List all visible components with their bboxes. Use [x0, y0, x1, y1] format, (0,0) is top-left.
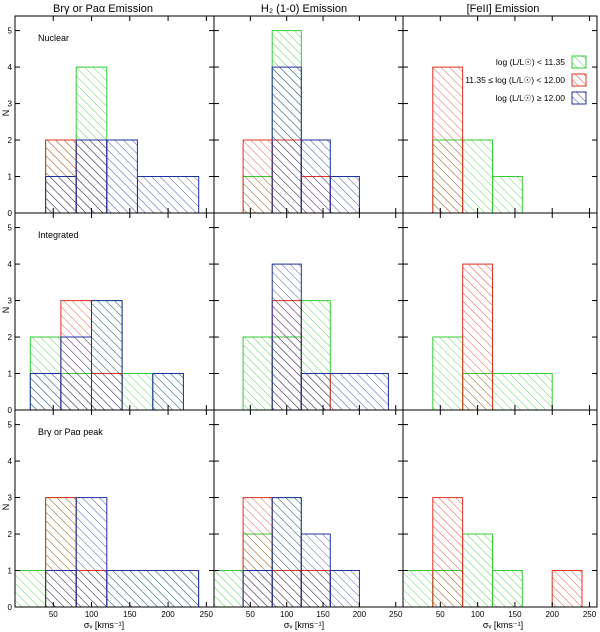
panel-r2-c0-ytick-label-4: 4	[8, 457, 13, 466]
panel-r0-c0-bar-blue-2	[106, 139, 138, 214]
panel-r2-c2-frame	[402, 409, 598, 608]
panel-r2-c1-bar-green-0	[213, 570, 244, 608]
panel-r2-c0-ytick-label-5: 5	[8, 421, 13, 430]
panel-r0-c0-ytick-label-1: 1	[8, 173, 13, 182]
panel-r2-c1-xtick-label-150: 150	[316, 610, 330, 619]
panel-r0-c2	[402, 15, 598, 214]
legend-swatch-red	[571, 73, 587, 87]
panel-r0-c1-bar-blue-1	[300, 139, 331, 214]
panel-r1-c0-ytick-label-2: 2	[8, 333, 13, 342]
panel-r2-c1-bar-blue-1	[271, 497, 302, 608]
panel-r2-c2-xtick-label-200: 200	[546, 610, 560, 619]
legend-label-red: 11.35 ≤ log (L/L☉) < 12.00	[465, 75, 565, 85]
panel-r1-c2-bar-green-0	[432, 336, 464, 411]
panel-r2-c1-bar-blue-0	[242, 570, 273, 608]
panel-r1-c0-bar-blue-3	[152, 373, 184, 411]
panel-r0-c0-ytick-label-4: 4	[8, 63, 13, 72]
panel-r1-c0-ytick-label-5: 5	[8, 224, 13, 233]
panel-r2-c1-bar-blue-3	[329, 570, 360, 608]
legend-label-green: log (L/L☉) < 11.35	[496, 57, 565, 67]
panel-r2-c1-xtick-label-100: 100	[280, 610, 294, 619]
panel-r2-c2-bar-red-0	[432, 497, 464, 608]
panel-r1-c2	[402, 212, 598, 411]
panel-r0-c0-ytick-label-5: 5	[8, 27, 13, 36]
panel-r2-c0-ytick-label-3: 3	[8, 494, 13, 503]
legend-label-blue: log (L/L☉) ≥ 12.00	[496, 93, 566, 103]
legend-swatch-green	[571, 55, 587, 69]
panel-r2-c0-xtick-label-100: 100	[85, 610, 99, 619]
panel-r2-c0-ytick-label-2: 2	[8, 530, 13, 539]
panel-r2-c0-xtick-label-200: 200	[161, 610, 175, 619]
panel-r2-c0-bar-blue-2	[106, 570, 200, 608]
row-label-nuclear: Nuclear	[38, 33, 69, 43]
panel-r1-c0: 0 1 2 3 4 5	[8, 212, 215, 415]
panel-r0-c2-bar-green-1	[462, 139, 494, 214]
panel-r2-c0-ytick-label-0: 0	[8, 603, 13, 612]
panel-r2-c2-bar-green-0	[402, 570, 434, 608]
row-label-peak: Brγ or Paα peak	[38, 427, 103, 437]
panel-r1-c0-bar-green-3	[121, 373, 154, 411]
panel-r2-c0-bar-green-0	[14, 570, 47, 608]
panel-r2-c1-xtick-label-50: 50	[246, 610, 255, 619]
legend: log (L/L☉) < 11.35 11.35 ≤ log (L/L☉) < …	[465, 55, 587, 105]
panel-r1-c0-bar-blue-2	[91, 300, 123, 411]
panel-r1-c0-ytick-label-3: 3	[8, 297, 13, 306]
panel-r0-c0-bar-blue-1	[75, 139, 108, 214]
panel-r2-c0-ytick-label-1: 1	[8, 567, 13, 576]
panel-r1-c0-ytick-label-4: 4	[8, 260, 13, 269]
panel-r0-c1-bar-red-0	[242, 139, 273, 214]
panel-r2-c2-bar-green-3	[492, 570, 523, 608]
panel-r2-c2-xtick-label-150: 150	[508, 610, 522, 619]
panel-r0-c1-bar-blue-0	[271, 66, 302, 214]
y-axis-label-top: N	[1, 110, 11, 117]
panel-r2-c1-xtick-label-250: 250	[389, 610, 403, 619]
panel-r0-c0-ytick-label-2: 2	[8, 136, 13, 145]
panel-r0-c1-bar-blue-2	[329, 176, 360, 214]
panel-r1-c0-ytick-label-1: 1	[8, 370, 13, 379]
panel-r2-c0-bar-blue-0	[45, 570, 77, 608]
panel-r0-c2-bar-red-0	[432, 66, 464, 214]
legend-swatch-blue	[571, 91, 587, 105]
panel-r2-c2-bar-red-1	[551, 570, 583, 608]
panel-r1-c1-bar-blue-0	[271, 263, 302, 411]
panel-r2-c0-xtick-label-250: 250	[200, 610, 214, 619]
panel-r0-c0-ytick-label-0: 0	[8, 209, 13, 218]
x-axis-label-col3: σᵥ [kms⁻¹]	[483, 620, 523, 630]
panel-r2-c0-xtick-label-150: 150	[123, 610, 137, 619]
panel-r2-c0: 0 1 2 3 4 5 50 100 150 200 250	[8, 409, 215, 619]
panel-r1-c0-bar-blue-1	[60, 336, 93, 411]
panel-r2-c0-xtick-label-50: 50	[49, 610, 58, 619]
x-axis-label-col2: σᵥ [kms⁻¹]	[284, 620, 324, 630]
column-title-bry: Brγ or Paα Emission	[53, 3, 153, 15]
panel-r0-c0-bar-blue-3	[137, 176, 200, 214]
panel-r2-c2-xtick-label-100: 100	[471, 610, 485, 619]
column-title-feii: [FeII] Emission	[467, 3, 540, 15]
panel-r1-c2-bar-red-0	[462, 263, 494, 411]
panel-r1-c1	[213, 212, 404, 411]
y-axis-label-bottom: N	[1, 504, 11, 511]
panel-r2-c1-xtick-label-200: 200	[353, 610, 367, 619]
y-axis-label-middle: N	[1, 307, 11, 314]
panel-r2-c2: 50 100 150 200 250	[402, 409, 598, 619]
panel-r0-c0-bar-blue-0	[45, 176, 77, 214]
panel-r0-c1	[213, 15, 404, 214]
panel-r0-c0-ytick-label-3: 3	[8, 100, 13, 109]
row-label-integrated: Integrated	[38, 230, 79, 240]
panel-r2-c2-bar-green-2	[462, 533, 494, 608]
panel-r2-c1-bar-blue-2	[300, 533, 331, 608]
panel-r2-c2-xtick-label-250: 250	[583, 610, 597, 619]
panel-r1-c0-ytick-label-0: 0	[8, 406, 13, 415]
x-axis-label-col1: σᵥ [kms⁻¹]	[84, 620, 124, 630]
panel-r2-c0-bar-blue-1	[75, 497, 108, 608]
panel-r1-c1-bar-blue-1	[300, 373, 389, 411]
panel-r1-c1-bar-green-0	[242, 336, 273, 411]
panel-r2-c2-xtick-label-50: 50	[436, 610, 445, 619]
column-title-h2: H₂ (1-0) Emission	[261, 3, 347, 15]
panel-r2-c1: 50 100 150 200 250	[213, 409, 404, 619]
panel-r0-c2-bar-green-2	[492, 176, 523, 214]
panel-r1-c0-bar-blue-0	[29, 373, 62, 411]
panel-r0-c0: 0 1 2 3 4 5	[8, 15, 215, 218]
